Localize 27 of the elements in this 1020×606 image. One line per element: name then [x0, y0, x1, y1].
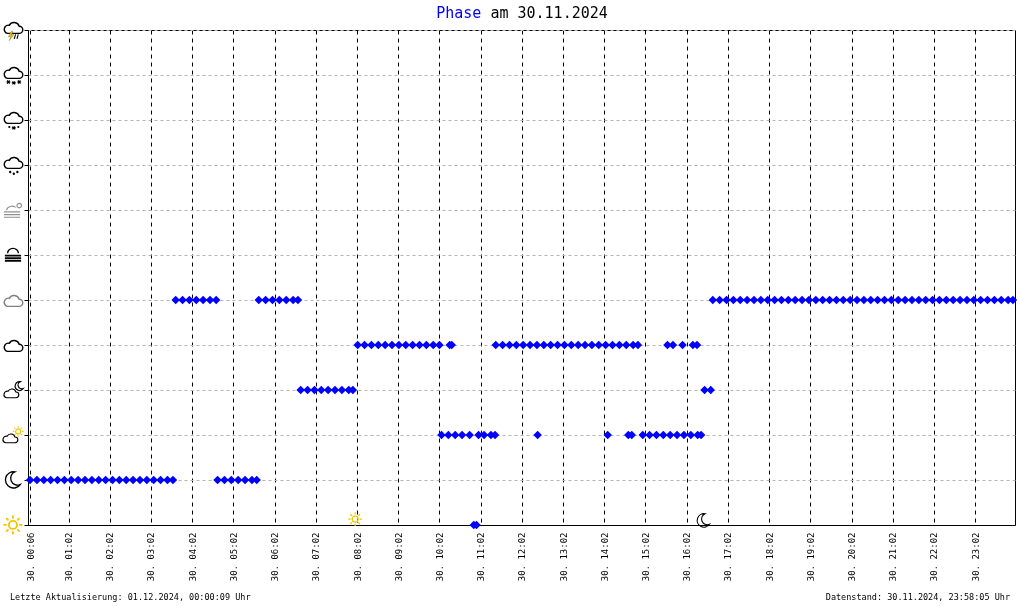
x-tick-label: 30. 06:02	[270, 532, 281, 582]
text: Letzte Aktualisierung: 01.12.2024, 00:00:09 Uhr	[10, 592, 251, 602]
x-tick-label: 30. 18:02	[764, 532, 775, 582]
text: Datenstand: 30.11.2024, 23:58:05 Uhr	[825, 592, 1010, 602]
x-tick-label: 30. 10:02	[434, 532, 445, 582]
chart-title: Phase am 30.11.2024	[435, 4, 609, 22]
x-tick-label: 30. 04:02	[187, 532, 198, 582]
x-tick-label: 30. 14:02	[599, 532, 610, 582]
x-tick-label: 30. 17:02	[723, 532, 734, 582]
x-tick-label: 30. 13:02	[558, 532, 569, 582]
x-tick-label: 30. 15:02	[640, 532, 651, 582]
x-tick-label: 30. 08:02	[352, 532, 363, 582]
x-tick-label: 30. 00:06	[25, 532, 36, 582]
x-tick-label: 30. 21:02	[888, 532, 899, 582]
x-tick-label: 30. 22:02	[929, 532, 940, 582]
x-tick-label: 30. 02:02	[105, 532, 116, 582]
x-tick-label: 30. 16:02	[682, 532, 693, 582]
x-tick-label: 30. 11:02	[476, 532, 487, 582]
x-tick-label: 30. 19:02	[805, 532, 816, 582]
x-tick-label: 30. 01:02	[64, 532, 75, 582]
x-tick-label: 30. 05:02	[228, 532, 239, 582]
x-tick-label: 30. 03:02	[146, 532, 157, 582]
x-tick-label: 30. 07:02	[311, 532, 322, 582]
x-tick-label: 30. 20:02	[847, 532, 858, 582]
x-tick-label: 30. 12:02	[517, 532, 528, 582]
x-tick-label: 30. 09:02	[393, 532, 404, 582]
x-tick-label: 30. 23:02	[970, 532, 981, 582]
